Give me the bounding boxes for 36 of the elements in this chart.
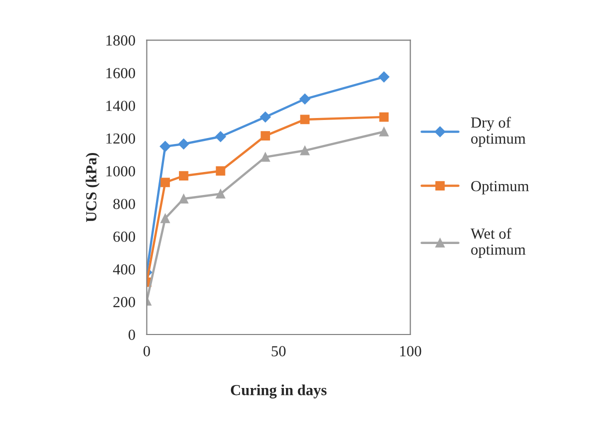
y-tick-label: 400	[113, 264, 136, 275]
x-tick-label: 100	[400, 346, 422, 356]
legend-label: Dry of optimum	[471, 116, 526, 147]
point	[300, 114, 310, 124]
point	[300, 146, 310, 156]
legend-label: Wet of optimum	[470, 228, 526, 258]
point	[260, 152, 270, 162]
x-tick-label: 50	[272, 346, 286, 356]
y-tick-label: 600	[113, 232, 136, 242]
point	[378, 72, 390, 82]
point	[178, 194, 188, 204]
point	[216, 166, 226, 176]
y-axis-title: UCS (kPa)	[86, 152, 100, 222]
x-axis-title: Curing in days	[230, 384, 327, 398]
point	[178, 171, 188, 181]
y-tick-label: 1000	[106, 166, 136, 176]
point	[215, 131, 226, 142]
point	[299, 94, 310, 104]
point	[160, 141, 171, 152]
point	[160, 178, 170, 188]
y-tick-label: 0	[128, 330, 136, 340]
y-tick-label: 1200	[106, 133, 136, 144]
y-tick-label: 200	[113, 296, 136, 308]
y-tick-label: 1400	[106, 100, 136, 112]
x-tick-label: 0	[144, 346, 150, 356]
y-tick-label: 1600	[106, 68, 136, 78]
point	[260, 112, 271, 122]
point	[379, 127, 389, 136]
legend-label: Optimum	[471, 181, 529, 194]
y-tick-label: 800	[113, 198, 136, 210]
point	[160, 214, 170, 224]
point	[260, 131, 270, 140]
point	[216, 189, 226, 199]
y-tick-label: 1800	[106, 35, 136, 46]
point	[178, 138, 190, 150]
point	[379, 112, 389, 122]
